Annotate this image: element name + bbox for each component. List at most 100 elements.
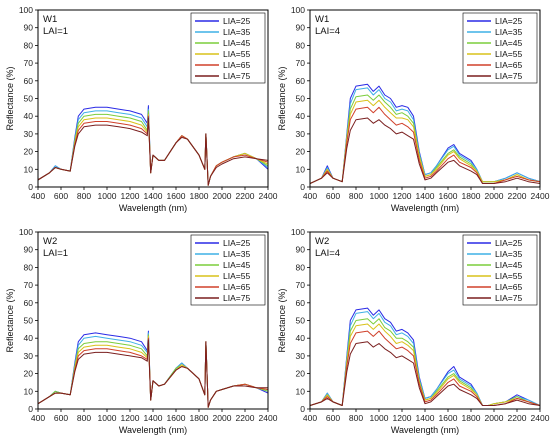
legend-label: LIA=35 xyxy=(223,249,250,259)
legend-label: LIA=45 xyxy=(495,38,522,48)
x-tick-label: 1800 xyxy=(462,413,481,423)
legend-label: LIA=45 xyxy=(495,260,522,270)
legend-label: LIA=55 xyxy=(495,49,522,59)
y-tick-label: 90 xyxy=(296,245,306,255)
x-tick-label: 1600 xyxy=(439,191,458,201)
x-tick-label: 1600 xyxy=(167,413,186,423)
y-tick-label: 50 xyxy=(296,316,306,326)
chart-panel-2: 400 600 800 1000 1200 1400 1600 1800 2000 2200 240… xyxy=(277,5,550,213)
legend-label: LIA=55 xyxy=(223,49,250,59)
legend-box xyxy=(462,12,538,84)
x-tick-label: 800 xyxy=(77,413,91,423)
y-tick-label: 80 xyxy=(296,40,306,50)
legend-label: LIA=45 xyxy=(223,260,250,270)
series-line-lia-45 xyxy=(310,318,540,406)
chart-panel-1: 400 600 800 1000 1200 1400 1600 1800 2000 2200 240… xyxy=(5,5,278,213)
y-tick-label: 30 xyxy=(24,129,34,139)
y-tick-label: 0 xyxy=(300,404,305,414)
series-line-lia-35 xyxy=(38,108,268,186)
series-line-lia-65 xyxy=(38,337,268,408)
series-line-lia-25 xyxy=(38,105,268,186)
series-line-lia-55 xyxy=(310,323,540,406)
x-tick-label: 1400 xyxy=(416,413,435,423)
y-tick-label: 70 xyxy=(296,58,306,68)
series-group xyxy=(38,105,268,186)
series-line-lia-75 xyxy=(38,339,268,408)
panel-subtitle: LAI=4 xyxy=(315,26,340,37)
y-tick-label: 20 xyxy=(296,147,306,157)
x-tick-label: 1200 xyxy=(393,191,412,201)
y-tick-label: 60 xyxy=(24,298,34,308)
x-axis-title: Wavelength (nm) xyxy=(119,203,187,213)
x-tick-label: 1200 xyxy=(121,191,140,201)
legend-box xyxy=(190,234,266,306)
x-tick-label: 1400 xyxy=(144,191,163,201)
y-tick-label: 0 xyxy=(28,182,33,192)
legend-box xyxy=(462,234,538,306)
series-line-lia-55 xyxy=(310,99,540,184)
y-tick-label: 50 xyxy=(296,94,306,104)
series-line-lia-25 xyxy=(310,83,540,184)
legend-label: LIA=75 xyxy=(495,71,522,81)
x-tick-label: 2400 xyxy=(259,191,278,201)
x-tick-label: 2200 xyxy=(236,191,255,201)
series-line-lia-45 xyxy=(38,334,268,408)
x-tick-label: 600 xyxy=(326,413,340,423)
y-tick-label: 40 xyxy=(24,111,34,121)
x-tick-label: 1400 xyxy=(416,191,435,201)
series-group xyxy=(310,83,540,184)
y-tick-label: 20 xyxy=(24,147,34,157)
legend-label: LIA=25 xyxy=(495,238,522,248)
legend-label: LIA=35 xyxy=(223,27,250,37)
y-tick-label: 0 xyxy=(28,404,33,414)
y-axis-title: Reflectance (%) xyxy=(5,66,15,130)
y-tick-label: 100 xyxy=(291,227,305,237)
legend-label: LIA=65 xyxy=(495,282,522,292)
x-tick-label: 2200 xyxy=(508,191,527,201)
x-tick-label: 400 xyxy=(31,413,45,423)
x-tick-label: 400 xyxy=(303,191,317,201)
x-tick-label: 2400 xyxy=(531,413,550,423)
series-line-lia-65 xyxy=(310,330,540,406)
legend-box xyxy=(190,12,266,84)
legend-label: LIA=25 xyxy=(495,16,522,26)
x-tick-label: 800 xyxy=(77,191,91,201)
legend-label: LIA=25 xyxy=(223,238,250,248)
legend-label: LIA=75 xyxy=(495,293,522,303)
series-line-lia-75 xyxy=(310,341,540,406)
x-tick-label: 1000 xyxy=(370,413,389,423)
y-tick-label: 10 xyxy=(24,386,34,396)
x-tick-label: 2000 xyxy=(485,413,504,423)
y-tick-label: 10 xyxy=(296,164,306,174)
x-tick-label: 800 xyxy=(349,413,363,423)
series-line-lia-75 xyxy=(310,117,540,184)
x-tick-label: 800 xyxy=(349,191,363,201)
x-tick-label: 1200 xyxy=(393,413,412,423)
x-tick-label: 600 xyxy=(326,191,340,201)
x-tick-label: 2400 xyxy=(259,413,278,423)
x-axis-title: Wavelength (nm) xyxy=(391,425,459,435)
legend-label: LIA=45 xyxy=(223,38,250,48)
legend-label: LIA=55 xyxy=(495,271,522,281)
x-tick-label: 1000 xyxy=(98,191,117,201)
x-tick-label: 1000 xyxy=(98,413,117,423)
y-tick-label: 50 xyxy=(24,316,34,326)
x-axis-title: Wavelength (nm) xyxy=(119,425,187,435)
series-line-lia-35 xyxy=(310,87,540,184)
y-tick-label: 40 xyxy=(296,333,306,343)
y-tick-label: 20 xyxy=(24,369,34,379)
legend-label: LIA=55 xyxy=(223,271,250,281)
series-line-lia-55 xyxy=(38,335,268,408)
series-line-lia-35 xyxy=(38,332,268,408)
y-tick-label: 10 xyxy=(296,386,306,396)
y-tick-label: 60 xyxy=(296,298,306,308)
y-tick-label: 30 xyxy=(296,351,306,361)
chart-panel-3: 400 600 800 1000 1200 1400 1600 1800 2000 2200 240… xyxy=(5,227,278,435)
y-tick-label: 90 xyxy=(24,245,34,255)
x-tick-label: 400 xyxy=(31,191,45,201)
x-tick-label: 400 xyxy=(303,413,317,423)
